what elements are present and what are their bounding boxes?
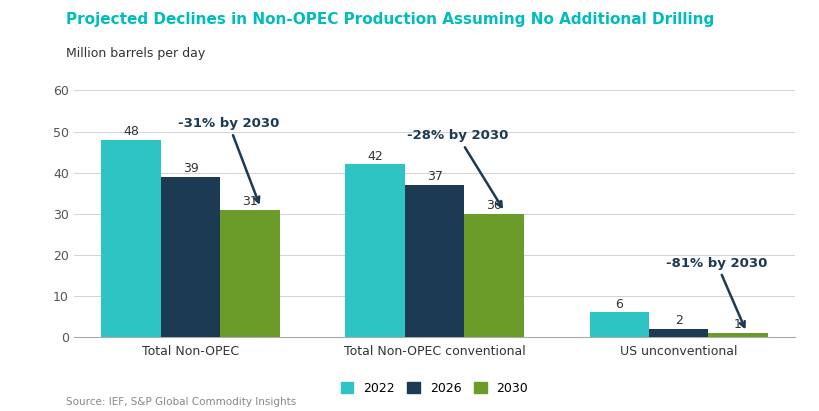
Text: -31% by 2030: -31% by 2030 bbox=[178, 117, 278, 202]
Bar bbox=[102, 140, 161, 337]
Text: 6: 6 bbox=[614, 298, 622, 311]
Bar bbox=[220, 210, 279, 337]
Text: 37: 37 bbox=[426, 170, 442, 183]
Legend: 2022, 2026, 2030: 2022, 2026, 2030 bbox=[336, 377, 532, 400]
Text: -81% by 2030: -81% by 2030 bbox=[665, 256, 767, 327]
Bar bbox=[589, 312, 648, 337]
Text: Million barrels per day: Million barrels per day bbox=[66, 47, 205, 60]
Text: 1: 1 bbox=[733, 318, 741, 331]
Bar bbox=[345, 164, 405, 337]
Text: Source: IEF, S&P Global Commodity Insights: Source: IEF, S&P Global Commodity Insigh… bbox=[66, 397, 296, 407]
Text: 48: 48 bbox=[123, 125, 139, 138]
Bar bbox=[161, 177, 220, 337]
Text: 42: 42 bbox=[367, 150, 382, 163]
Text: 31: 31 bbox=[242, 195, 257, 208]
Text: -28% by 2030: -28% by 2030 bbox=[406, 129, 508, 207]
Bar bbox=[405, 185, 464, 337]
Text: 2: 2 bbox=[674, 314, 681, 327]
Text: 39: 39 bbox=[183, 162, 198, 175]
Bar bbox=[464, 214, 523, 337]
Text: Projected Declines in Non-OPEC Production Assuming No Additional Drilling: Projected Declines in Non-OPEC Productio… bbox=[66, 12, 713, 27]
Bar bbox=[648, 329, 708, 337]
Text: 30: 30 bbox=[486, 199, 501, 212]
Bar bbox=[708, 333, 767, 337]
